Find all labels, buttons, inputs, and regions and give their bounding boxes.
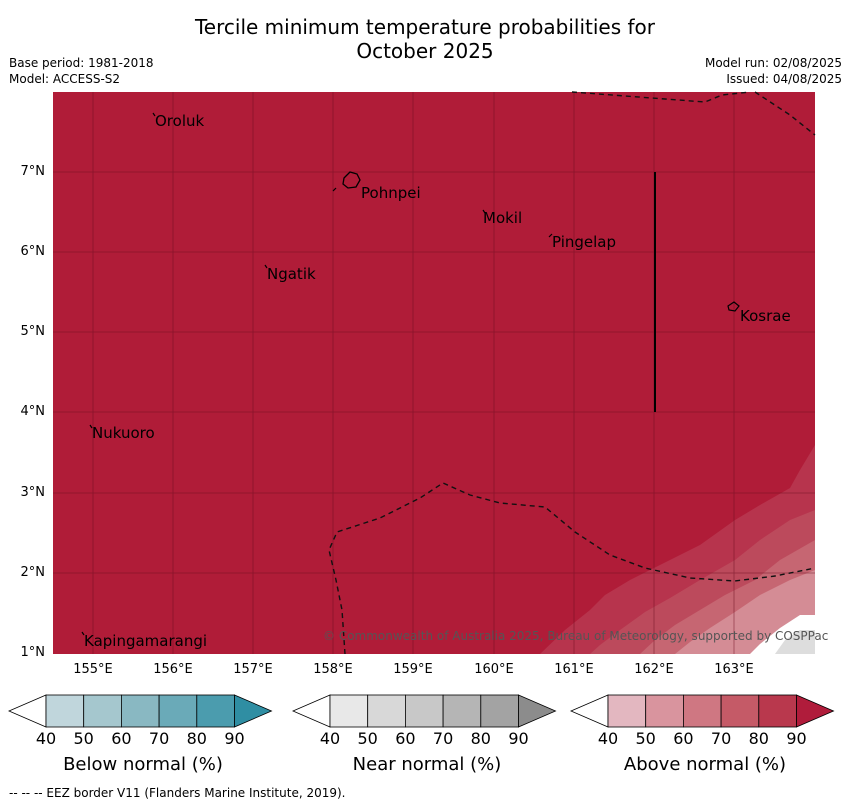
colorbar-title: Below normal (%) bbox=[63, 754, 223, 775]
place-ngatik: Ngatik bbox=[267, 265, 316, 283]
colorbar-segment bbox=[45, 694, 85, 728]
colorbar-tick-label: 50 bbox=[73, 729, 94, 748]
colorbar-segment bbox=[442, 694, 482, 728]
colorbar-tick-label: 50 bbox=[357, 729, 378, 748]
x-tick-label: 163°E bbox=[714, 662, 754, 677]
colorbar-title: Above normal (%) bbox=[623, 754, 787, 775]
x-tick-label: 157°E bbox=[233, 662, 273, 677]
colorbar-segment bbox=[480, 694, 519, 728]
colorbar-segment bbox=[720, 694, 760, 728]
colorbar-tick-label: 60 bbox=[111, 729, 132, 748]
colorbar-tick-label: 70 bbox=[148, 729, 170, 748]
gridlines bbox=[53, 92, 815, 654]
y-tick-label: 3°N bbox=[20, 485, 46, 500]
y-tick-label: 5°N bbox=[20, 324, 46, 339]
colorbar-segment bbox=[196, 694, 235, 728]
place-pingelap: Pingelap bbox=[552, 233, 617, 251]
colorbar-title: Near normal (%) bbox=[352, 754, 502, 775]
kosrae-island-outline bbox=[727, 301, 740, 312]
x-tick-label: 160°E bbox=[474, 662, 514, 677]
model-run: Model run: 02/08/2025 bbox=[704, 56, 842, 70]
x-tick-label: 158°E bbox=[313, 662, 353, 677]
colorbar-segment bbox=[158, 694, 198, 728]
colorbar-segment bbox=[121, 694, 160, 728]
copyright-notice: © Commonwealth of Australia 2025, Bureau… bbox=[323, 629, 829, 643]
colorbar-segment bbox=[645, 694, 684, 728]
colorbar-segment bbox=[83, 694, 122, 728]
map-canvas bbox=[53, 91, 816, 655]
colorbar-high-extend bbox=[518, 694, 557, 728]
x-tick-label: 162°E bbox=[634, 662, 674, 677]
colorbar-tick-label: 70 bbox=[710, 729, 732, 748]
x-tick-label: 156°E bbox=[153, 662, 193, 677]
base-period: Base period: 1981-2018 bbox=[9, 56, 154, 70]
colorbar-low-extend bbox=[569, 694, 609, 728]
colorbar-tick-label: 40 bbox=[35, 729, 57, 748]
colorbar-tick-label: 70 bbox=[432, 729, 454, 748]
pohnpei-island-outline bbox=[342, 171, 361, 189]
colorbar-segment bbox=[758, 694, 797, 728]
colorbar-segment bbox=[367, 694, 406, 728]
colorbar-segment bbox=[607, 694, 647, 728]
colorbar-near-normal: 40 50 60 70 80 90 Near normal (%) bbox=[291, 694, 562, 775]
issued-date: Issued: 04/08/2025 bbox=[726, 72, 842, 86]
place-mokil: Mokil bbox=[483, 209, 523, 227]
model-name: Model: ACCESS-S2 bbox=[9, 72, 121, 86]
colorbar-segment bbox=[405, 694, 444, 728]
colorbar-above-normal: 40 50 60 70 80 90 Above normal (%) bbox=[569, 694, 840, 775]
colorbar-tick-label: 40 bbox=[597, 729, 619, 748]
y-tick-label: 2°N bbox=[20, 565, 46, 580]
colorbar-tick-label: 60 bbox=[673, 729, 694, 748]
place-pohnpei: Pohnpei bbox=[361, 184, 421, 202]
place-oroluk: Oroluk bbox=[155, 112, 205, 130]
place-nukuoro: Nukuoro bbox=[92, 424, 155, 442]
colorbar-tick-label: 90 bbox=[786, 729, 807, 748]
near-normal-area bbox=[775, 630, 815, 654]
colorbar-below-normal: 40 50 60 70 80 90 Below normal (%) bbox=[7, 694, 278, 775]
colorbar-tick-label: 50 bbox=[635, 729, 656, 748]
colorbar-tick-label: 80 bbox=[748, 729, 769, 748]
pohnpei-islet bbox=[332, 187, 337, 192]
chart-title-line1: Tercile minimum temperature probabilitie… bbox=[194, 15, 656, 39]
atoll-marks bbox=[81, 112, 553, 636]
colorbar-high-extend bbox=[234, 694, 273, 728]
x-tick-label: 155°E bbox=[73, 662, 113, 677]
colorbar-tick-label: 90 bbox=[508, 729, 529, 748]
colorbar-low-extend bbox=[7, 694, 47, 728]
place-kapingamarangi: Kapingamarangi bbox=[84, 632, 208, 650]
y-tick-label: 4°N bbox=[20, 404, 46, 419]
y-tick-label: 7°N bbox=[20, 164, 46, 179]
colorbar-tick-label: 60 bbox=[395, 729, 416, 748]
y-tick-label: 6°N bbox=[20, 244, 46, 259]
place-kosrae: Kosrae bbox=[740, 307, 791, 325]
colorbar-tick-label: 80 bbox=[186, 729, 207, 748]
colorbar-tick-label: 40 bbox=[319, 729, 341, 748]
x-tick-label: 161°E bbox=[554, 662, 594, 677]
eez-borders bbox=[328, 91, 816, 655]
y-tick-label: 1°N bbox=[20, 645, 46, 660]
colorbar-tick-label: 90 bbox=[224, 729, 245, 748]
colorbar-tick-label: 80 bbox=[470, 729, 491, 748]
colorbar-segment bbox=[683, 694, 722, 728]
eez-footnote: -- -- -- EEZ border V11 (Flanders Marine… bbox=[9, 786, 346, 800]
colorbar-high-extend bbox=[796, 694, 835, 728]
colorbar-segment bbox=[329, 694, 369, 728]
x-tick-label: 159°E bbox=[393, 662, 433, 677]
colorbar-low-extend bbox=[291, 694, 331, 728]
chart-title-line2: October 2025 bbox=[356, 39, 494, 63]
